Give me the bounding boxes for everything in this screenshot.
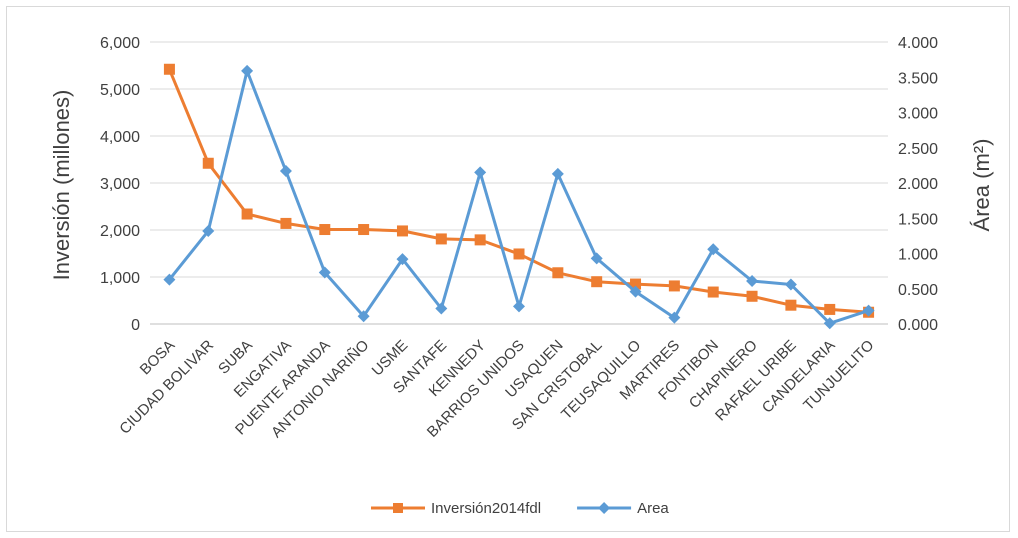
data-point bbox=[707, 286, 719, 298]
data-point bbox=[707, 243, 720, 256]
left-tick-label: 2,000 bbox=[100, 223, 140, 240]
data-point bbox=[396, 225, 408, 237]
data-point bbox=[202, 224, 215, 237]
left-tick-label: 5,000 bbox=[100, 82, 140, 99]
left-tick-label: 4,000 bbox=[100, 129, 140, 146]
left-tick-label: 1,000 bbox=[100, 270, 140, 287]
data-point bbox=[823, 317, 836, 330]
data-point bbox=[202, 157, 214, 169]
data-point bbox=[357, 310, 370, 323]
right-tick-label: 0.500 bbox=[898, 282, 938, 299]
data-point bbox=[474, 166, 487, 179]
data-point bbox=[435, 302, 448, 315]
legend-item: Area bbox=[577, 500, 669, 517]
data-point bbox=[513, 300, 525, 313]
data-point bbox=[241, 208, 253, 220]
right-tick-label: 2.000 bbox=[898, 176, 938, 193]
left-tick-label: 0 bbox=[131, 317, 140, 334]
right-tick-label: 3.000 bbox=[898, 106, 938, 123]
legend-item: Inversión2014fdl bbox=[371, 500, 541, 517]
right-tick-label: 3.500 bbox=[898, 70, 938, 87]
data-point bbox=[280, 217, 292, 229]
left-axis-title: Inversión (millones) bbox=[49, 90, 74, 281]
left-tick-label: 3,000 bbox=[100, 176, 140, 193]
data-point bbox=[746, 274, 759, 287]
series-line bbox=[168, 68, 869, 314]
series-line bbox=[168, 69, 870, 325]
data-point bbox=[590, 252, 603, 265]
legend-label: Area bbox=[637, 500, 669, 517]
line-chart: 0 1,000 2,000 3,000 4,000 5,000 6,000 0.000 0.5… bbox=[49, 35, 994, 517]
data-point bbox=[241, 64, 254, 77]
data-point bbox=[513, 248, 525, 260]
data-point bbox=[784, 278, 797, 291]
left-tick-label: 6,000 bbox=[100, 35, 140, 52]
legend-marker bbox=[598, 502, 611, 514]
data-point bbox=[279, 165, 292, 178]
right-axis-ticks: 0.000 0.500 1.000 1.500 2.000 2.500 3.000 3.500… bbox=[898, 35, 938, 334]
data-point bbox=[319, 224, 331, 236]
chart-frame: 0 1,000 2,000 3,000 4,000 5,000 6,000 0.000 0.5… bbox=[6, 6, 1010, 532]
data-point bbox=[551, 167, 564, 180]
data-point bbox=[824, 303, 836, 315]
legend-label: Inversión2014fdl bbox=[431, 500, 541, 517]
series-area bbox=[163, 64, 875, 330]
series-inversi-n2014fdl bbox=[163, 63, 875, 318]
legend-marker bbox=[393, 503, 403, 513]
data-point bbox=[474, 234, 486, 246]
data-point bbox=[591, 276, 603, 288]
right-tick-label: 4.000 bbox=[898, 35, 938, 52]
data-point bbox=[163, 273, 176, 286]
data-point bbox=[163, 63, 175, 75]
data-point bbox=[358, 224, 370, 236]
data-point bbox=[552, 267, 564, 279]
series-layer bbox=[163, 63, 875, 330]
gridlines bbox=[150, 41, 888, 325]
left-axis-ticks: 0 1,000 2,000 3,000 4,000 5,000 6,000 bbox=[100, 35, 140, 334]
data-point bbox=[629, 285, 642, 298]
legend: Inversión2014fdl Area bbox=[371, 500, 669, 517]
data-point bbox=[318, 266, 331, 279]
data-point bbox=[396, 253, 409, 266]
data-point bbox=[785, 299, 797, 311]
data-point bbox=[668, 280, 680, 292]
data-point bbox=[746, 290, 758, 302]
right-tick-label: 0.000 bbox=[898, 317, 938, 334]
right-axis-title: Área (m²) bbox=[969, 139, 994, 232]
data-point bbox=[630, 278, 642, 290]
data-point bbox=[668, 311, 681, 324]
right-tick-label: 1.500 bbox=[898, 211, 938, 228]
right-tick-label: 2.500 bbox=[898, 141, 938, 158]
data-point bbox=[862, 304, 875, 317]
right-tick-label: 1.000 bbox=[898, 247, 938, 264]
data-point bbox=[435, 233, 447, 245]
